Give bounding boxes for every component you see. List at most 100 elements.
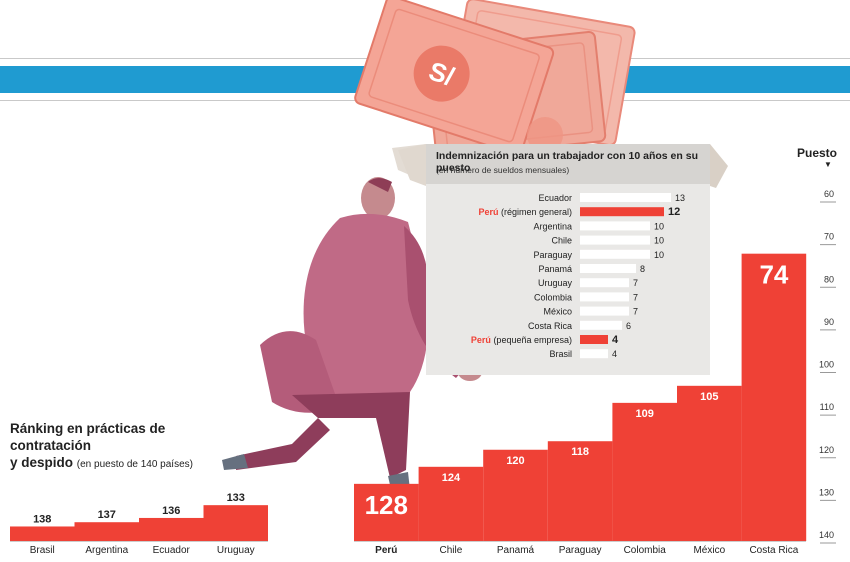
y-tick-label: 100 xyxy=(819,360,834,370)
y-tick-label: 90 xyxy=(824,317,834,327)
category-label: Colombia xyxy=(624,545,667,556)
inset-row-label: México xyxy=(543,307,572,317)
bar xyxy=(677,385,742,541)
indemnizacion-header: Indemnización para un trabajador con 10 … xyxy=(426,144,710,184)
indemnizacion-chart: Ecuador 13 Perú (régimen general) 12 Argenti… xyxy=(471,193,685,359)
axis-arrow-icon: ▼ xyxy=(824,160,832,169)
inset-row-label: Costa Rica xyxy=(528,321,572,331)
person-illustration xyxy=(222,144,482,494)
bar xyxy=(354,483,419,541)
data-label: 118 xyxy=(571,446,589,458)
inset-row-label: Ecuador xyxy=(538,193,572,203)
inset-row-label-text: Costa Rica xyxy=(528,321,572,331)
ranking-title: Ránking en prácticas de contratación y d… xyxy=(10,420,250,473)
category-label: Perú xyxy=(375,545,397,556)
category-label: Panamá xyxy=(497,545,535,556)
y-tick-label: 70 xyxy=(824,232,834,242)
inset-row-label-text: Uruguay xyxy=(538,278,573,288)
data-label: 138 xyxy=(33,513,51,525)
y-tick-label: 120 xyxy=(819,445,834,455)
bar xyxy=(203,505,268,541)
category-label: Brasil xyxy=(30,545,55,556)
inset-row-label-text: Panamá xyxy=(538,264,572,274)
bar xyxy=(10,526,75,541)
inset-bar xyxy=(580,193,671,202)
data-label: 133 xyxy=(227,492,245,504)
inset-row-label-text: (pequeña empresa) xyxy=(493,335,572,345)
data-label: 137 xyxy=(98,509,116,521)
inset-row-label: Paraguay xyxy=(533,250,572,260)
y-tick-label: 130 xyxy=(819,487,834,497)
ranking-title-line2: y despido xyxy=(10,455,74,470)
bar xyxy=(547,441,613,541)
inset-value-label: 13 xyxy=(675,193,685,203)
inset-row-label-text: Brasil xyxy=(549,349,572,359)
inset-row-label-bold: Perú xyxy=(471,335,494,345)
data-label: 120 xyxy=(506,455,524,467)
box-flaps xyxy=(398,144,728,188)
bar xyxy=(418,466,484,541)
ranking-title-line1: Ránking en prácticas de contratación xyxy=(10,421,166,453)
inset-row-label: Perú (pequeña empresa) xyxy=(471,335,572,345)
bar xyxy=(139,517,204,541)
inset-row-label: Perú (régimen general) xyxy=(478,207,572,217)
inset-value-label: 10 xyxy=(654,236,664,246)
inset-bar xyxy=(580,349,608,359)
data-label: 124 xyxy=(442,472,461,484)
ranking-subtitle: (en puesto de 140 países) xyxy=(76,459,193,470)
category-label: Paraguay xyxy=(559,545,602,556)
inset-value-label: 8 xyxy=(640,264,645,274)
inset-row-label: Chile xyxy=(551,236,572,246)
inset-value-label: 10 xyxy=(654,221,664,231)
inset-bar xyxy=(580,320,622,330)
inset-bar xyxy=(580,264,636,273)
inset-value-label: 10 xyxy=(654,250,664,260)
data-label: 105 xyxy=(700,391,718,403)
inset-row-label-text: México xyxy=(543,307,572,317)
data-label: 109 xyxy=(636,408,654,420)
inset-bar xyxy=(580,278,629,288)
inset-bar xyxy=(580,221,650,231)
indemnizacion-panel: Indemnización para un trabajador con 10 … xyxy=(426,144,710,375)
inset-row-label-text: Paraguay xyxy=(533,250,572,260)
inset-row-label-text: Colombia xyxy=(534,292,572,302)
inset-bar xyxy=(580,207,664,217)
inset-value-label: 7 xyxy=(633,278,638,288)
data-label: 74 xyxy=(759,260,788,290)
inset-row-label-text: Ecuador xyxy=(538,193,572,203)
inset-row-label: Argentina xyxy=(533,221,572,231)
inset-value-label: 7 xyxy=(633,292,638,302)
bar xyxy=(612,402,677,541)
inset-bar xyxy=(580,249,650,259)
inset-row-label: Colombia xyxy=(534,292,572,302)
category-label: Chile xyxy=(440,545,463,556)
inset-row-label: Panamá xyxy=(538,264,572,274)
bar xyxy=(483,449,548,541)
inset-bar xyxy=(580,335,608,344)
inset-row-label-text: Chile xyxy=(551,236,572,246)
category-label: México xyxy=(693,545,725,556)
inset-bar xyxy=(580,306,629,316)
inset-value-label: 4 xyxy=(612,349,617,359)
inset-row-label: Uruguay xyxy=(538,278,573,288)
category-label: Argentina xyxy=(85,545,128,556)
indemnizacion-title: Indemnización para un trabajador con 10 … xyxy=(436,150,698,174)
y-tick-label: 110 xyxy=(820,402,834,412)
category-label: Costa Rica xyxy=(749,545,798,556)
inset-value-label: 12 xyxy=(668,206,680,218)
inset-value-label: 4 xyxy=(612,334,619,346)
category-label: Ecuador xyxy=(153,545,191,556)
inset-bar xyxy=(580,292,629,302)
inset-value-label: 7 xyxy=(633,307,638,317)
y-tick-label: 80 xyxy=(824,274,834,284)
y-tick-label: 60 xyxy=(824,189,834,199)
bar xyxy=(741,253,807,542)
inset-row-label-text: (régimen general) xyxy=(501,207,572,217)
inset-bar xyxy=(580,235,650,245)
axis-title: Puesto xyxy=(797,146,838,160)
inset-row-label: Brasil xyxy=(549,349,572,359)
y-tick-label: 140 xyxy=(819,530,834,540)
inset-value-label: 6 xyxy=(626,321,631,331)
bar xyxy=(74,522,139,541)
